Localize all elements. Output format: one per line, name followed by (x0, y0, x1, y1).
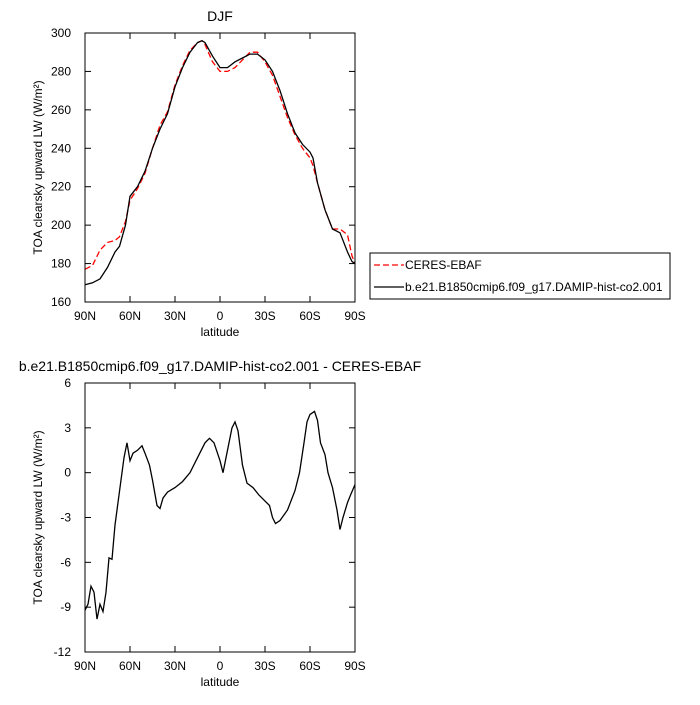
x-tick-label: 60N (119, 659, 141, 673)
chart-title: b.e21.B1850cmip6.f09_g17.DAMIP-hist-co2.… (19, 358, 421, 374)
x-axis-label: latitude (201, 675, 240, 689)
x-tick-label: 30N (164, 309, 186, 323)
y-tick-label: 6 (64, 376, 71, 390)
y-tick-label: 160 (51, 295, 71, 309)
plot-frame (84, 382, 356, 653)
y-tick-label: 0 (64, 466, 71, 480)
x-tick-label: 30N (164, 659, 186, 673)
y-tick-label: 240 (51, 141, 71, 155)
y-tick-label: 200 (51, 218, 71, 232)
y-tick-label: 220 (51, 180, 71, 194)
y-axis-label: TOA clearsky upward LW (W/m²) (31, 80, 45, 254)
x-tick-label: 0 (217, 309, 224, 323)
data-line (84, 39, 356, 270)
y-tick-label: 3 (64, 421, 71, 435)
legend-label: b.e21.B1850cmip6.f09_g17.DAMIP-hist-co2.… (405, 280, 663, 294)
legend-box (369, 252, 671, 300)
x-tick-label: 90N (74, 309, 96, 323)
chart-title: DJF (207, 8, 233, 24)
x-axis-label: latitude (201, 325, 240, 339)
legend-label: CERES-EBAF (405, 258, 482, 272)
plot-frame (84, 32, 356, 303)
x-tick-label: 90S (344, 309, 365, 323)
y-tick-label: 280 (51, 64, 71, 78)
y-tick-label: -3 (60, 511, 71, 525)
x-tick-label: 60S (299, 309, 320, 323)
y-tick-label: 260 (51, 103, 71, 117)
y-tick-label: 180 (51, 257, 71, 271)
x-tick-label: 60N (119, 309, 141, 323)
y-tick-label: -9 (60, 600, 71, 614)
y-axis-label: TOA clearsky upward LW (W/m²) (31, 430, 45, 604)
x-tick-label: 30S (254, 659, 275, 673)
x-tick-label: 0 (217, 659, 224, 673)
y-tick-label: -12 (54, 645, 72, 659)
x-tick-label: 30S (254, 309, 275, 323)
x-tick-label: 90S (344, 659, 365, 673)
y-tick-label: 300 (51, 26, 71, 40)
x-tick-label: 60S (299, 659, 320, 673)
data-line (84, 410, 356, 620)
y-tick-label: -6 (60, 555, 71, 569)
x-tick-label: 90N (74, 659, 96, 673)
data-line (84, 39, 356, 286)
